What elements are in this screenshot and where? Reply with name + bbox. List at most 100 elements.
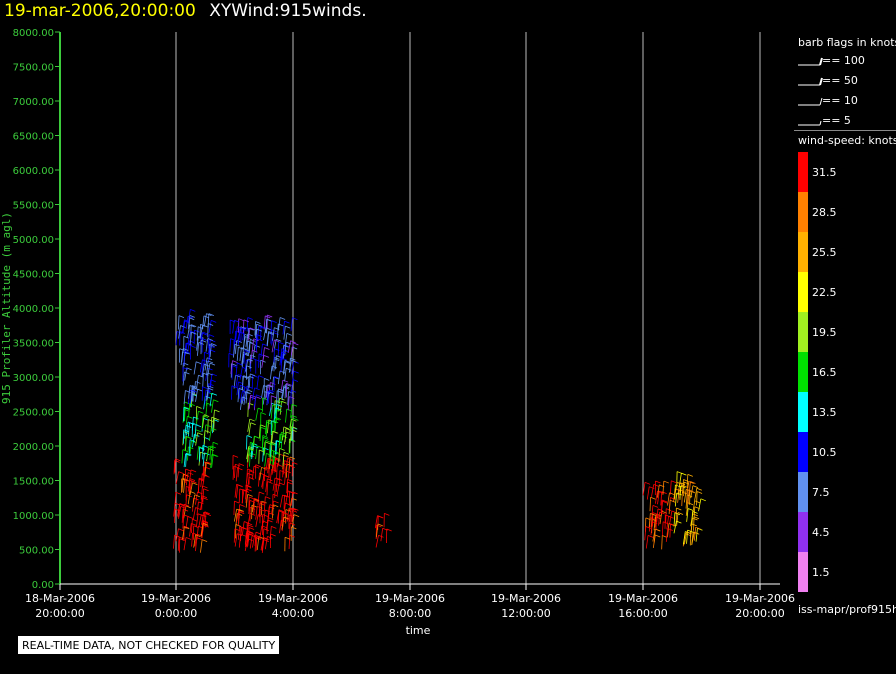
wind-barb-flag xyxy=(202,523,208,527)
wind-barb-flag xyxy=(236,340,242,343)
wind-barb-flag xyxy=(692,485,699,489)
wind-barb-flag xyxy=(262,343,268,347)
y-tick-label: 4000.00 xyxy=(13,304,54,315)
wind-barb xyxy=(272,327,275,341)
wind-barb xyxy=(229,338,231,353)
wind-barb-flag xyxy=(386,528,392,532)
wind-barb-flag xyxy=(293,417,299,421)
wind-barb xyxy=(212,409,215,424)
wind-barb xyxy=(202,315,205,330)
wind-barb xyxy=(183,479,186,493)
wind-barb xyxy=(255,506,258,520)
wind-barb-flag xyxy=(283,349,289,353)
wind-barb-flag xyxy=(276,409,283,412)
wind-barb xyxy=(203,430,206,445)
wind-barb-flag xyxy=(268,517,274,521)
wind-barb xyxy=(233,528,236,543)
wind-barb-flag xyxy=(700,498,706,502)
wind-barb-flag xyxy=(189,324,195,328)
wind-barb-flag xyxy=(206,402,213,406)
wind-barb xyxy=(182,504,185,518)
wind-barb xyxy=(654,513,657,528)
wind-barb-flag xyxy=(246,365,252,369)
wind-barb-flag xyxy=(292,461,298,465)
wind-barb xyxy=(236,347,239,361)
wind-barb-flag xyxy=(179,503,185,506)
wind-barb xyxy=(650,521,653,536)
wind-barb xyxy=(235,374,239,388)
wind-barb xyxy=(658,511,661,526)
legend-speed-value: 19.5 xyxy=(812,326,837,339)
wind-barb xyxy=(183,390,186,404)
wind-barb-flag xyxy=(284,494,290,498)
wind-barb xyxy=(192,434,195,448)
wind-barb-flag xyxy=(209,345,215,349)
wind-barb-flag xyxy=(203,522,209,526)
wind-barb xyxy=(204,462,207,477)
wind-barb-flag xyxy=(287,457,293,461)
wind-barb xyxy=(173,535,175,549)
wind-barb-flag xyxy=(234,343,240,347)
wind-barb-flag xyxy=(647,535,654,538)
wind-barb-flag xyxy=(179,331,186,334)
wind-barb-flag xyxy=(289,465,295,469)
wind-barb xyxy=(691,531,694,546)
wind-barb xyxy=(200,497,204,511)
wind-barb-flag xyxy=(183,503,190,507)
wind-barb xyxy=(695,528,698,542)
wind-barb-flag xyxy=(202,485,208,489)
wind-barb-flag xyxy=(202,331,208,335)
wind-barb-flag xyxy=(286,341,292,345)
wind-barb-flag xyxy=(293,342,299,346)
wind-barb-flag xyxy=(290,389,297,393)
wind-barb-flag xyxy=(252,349,258,353)
wind-barb xyxy=(656,484,660,498)
wind-barb-flag xyxy=(277,477,283,481)
wind-barb-flag xyxy=(272,430,279,434)
wind-barb xyxy=(188,469,192,484)
wind-barb xyxy=(181,478,184,493)
wind-barb-flag xyxy=(667,528,673,531)
wind-barb-flag xyxy=(274,358,280,362)
wind-barb-flag xyxy=(259,449,265,453)
x-tick-date: 19-Mar-2006 xyxy=(375,592,445,605)
wind-barb xyxy=(233,501,235,516)
legend-barb-icon xyxy=(798,57,823,66)
wind-barb-flag xyxy=(271,395,277,399)
wind-barb-flag xyxy=(197,326,204,330)
wind-barb-flag xyxy=(183,514,189,518)
wind-barb-flag xyxy=(196,537,203,541)
wind-barb xyxy=(182,371,185,386)
wind-barb xyxy=(285,458,289,472)
wind-barb xyxy=(259,467,262,481)
wind-barb xyxy=(198,479,200,494)
wind-barb-flag xyxy=(207,323,214,326)
wind-barb-flag xyxy=(256,334,263,338)
wind-barb-flag xyxy=(195,361,202,365)
wind-barb-flag xyxy=(292,317,298,321)
wind-barb-flag xyxy=(284,320,290,324)
wind-barb xyxy=(265,458,269,471)
axes: 0.00 500.00 1000.00 1500.00 2000.00 2500.00 30… xyxy=(13,28,795,620)
wind-barb-flag xyxy=(253,465,260,469)
legend-barb-icon xyxy=(798,120,822,126)
y-tick-label: 4500.00 xyxy=(13,270,54,281)
wind-barb-flag xyxy=(238,463,245,466)
wind-barb xyxy=(209,393,213,407)
wind-barb xyxy=(236,510,240,523)
wind-barb-flag xyxy=(247,389,253,393)
wind-barb-flag xyxy=(274,357,280,360)
wind-barb xyxy=(287,340,291,354)
wind-barb-flag xyxy=(272,493,279,497)
wind-barb-flag xyxy=(249,327,256,331)
wind-barb xyxy=(262,447,264,462)
wind-barb-flag xyxy=(208,334,215,337)
wind-barb-flag xyxy=(267,390,274,394)
wind-barb xyxy=(182,320,186,334)
wind-barb xyxy=(283,326,286,340)
wind-barb-flag xyxy=(249,418,255,422)
wind-barb-flag xyxy=(273,504,279,508)
wind-barb-flag xyxy=(285,470,291,474)
wind-barb-flag xyxy=(276,338,282,342)
wind-barb xyxy=(661,521,664,536)
